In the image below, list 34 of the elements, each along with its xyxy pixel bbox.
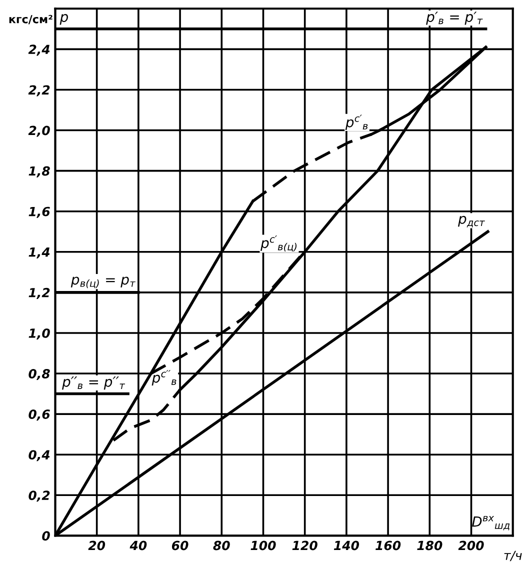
annotation: p <box>60 14 68 25</box>
y-tick-label: 0,6 <box>28 410 50 421</box>
x-tick-label: 80 <box>213 540 230 550</box>
annotation: D$^{вх}$$_{шд}$ <box>472 516 510 530</box>
y-tick-label: 2,2 <box>28 85 50 96</box>
y-tick-label: 1,4 <box>28 248 50 258</box>
series-label: p$^{c′}$$_{в(ц)}$ <box>260 236 296 252</box>
series-label: p′$_{в}$ = p′$_{т}$ <box>426 12 483 25</box>
y-axis-title: кгс/см² <box>9 14 52 24</box>
y-tick-label: 1,6 <box>28 206 50 218</box>
x-tick-label: 120 <box>292 540 318 550</box>
y-tick-label: 0 <box>42 531 50 541</box>
y-tick-label: 2,0 <box>28 126 50 137</box>
x-tick-label: 180 <box>417 540 442 550</box>
x-tick-label: 140 <box>334 540 360 550</box>
y-tick-label: 0,2 <box>28 490 50 502</box>
series-label: p$^{c′}$$_{в}$ <box>345 114 368 130</box>
x-tick-label: 20 <box>88 540 106 550</box>
y-tick-label: 2,4 <box>28 44 50 56</box>
y-tick-label: 1,8 <box>28 166 50 178</box>
y-tick-label: 0,8 <box>28 368 50 380</box>
x-axis-title: т/ч <box>504 550 522 562</box>
series-label: p$^{c′′}$$_{в}$ <box>152 370 176 386</box>
y-tick-label: 0,4 <box>28 450 50 462</box>
x-tick-label: 160 <box>376 540 401 550</box>
series-label: p$_{в(ц)}$ = p$_{т}$ <box>70 276 136 288</box>
x-tick-label: 100 <box>250 540 276 550</box>
series-label: p$_{дст}$ <box>458 216 485 228</box>
x-tick-label: 200 <box>458 540 484 550</box>
x-tick-label: 60 <box>172 540 188 550</box>
y-tick-label: 1,0 <box>28 328 50 340</box>
x-tick-label: 40 <box>130 540 147 550</box>
series-label: p′′$_{в}$ = p′′$_{т}$ <box>62 376 126 390</box>
y-tick-label: 1,2 <box>28 288 50 299</box>
